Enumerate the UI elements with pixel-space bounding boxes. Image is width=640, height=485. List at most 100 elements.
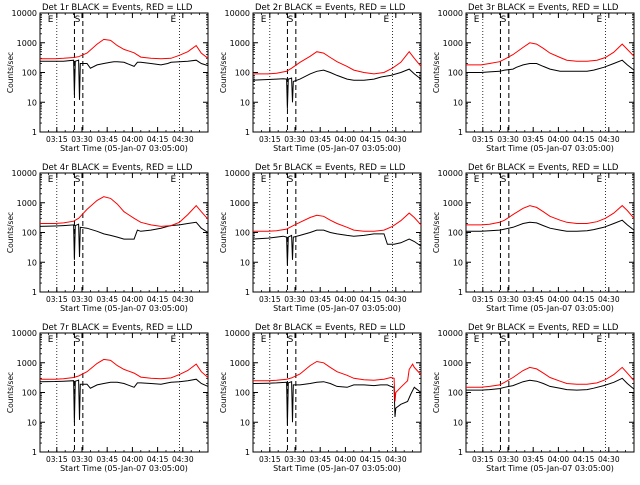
y-tick-label: 10	[453, 258, 463, 267]
marker-e-label: E	[170, 15, 176, 25]
marker-e-label: E	[596, 175, 602, 185]
panel-title: Det 7r BLACK = Events, RED = LLD	[42, 323, 193, 333]
series-events-line	[252, 68, 422, 109]
marker-e-label: E	[596, 335, 602, 345]
x-tick-label: 04:30	[385, 455, 407, 464]
y-tick-label: 1000	[230, 39, 250, 48]
plot-frame	[39, 332, 209, 453]
x-tick-label: 04:30	[172, 135, 194, 144]
series-events-line	[39, 378, 209, 423]
x-tick-label: 04:15	[147, 135, 169, 144]
x-tick-label: 04:00	[122, 295, 144, 304]
marker-s-label: S	[501, 335, 507, 345]
y-tick-label: 1000	[443, 359, 463, 368]
panel-title: Det 2r BLACK = Events, RED = LLD	[255, 3, 406, 13]
x-tick-label: 04:15	[360, 455, 382, 464]
series-lld-line	[40, 196, 209, 227]
y-axis-label: Counts/sec	[219, 212, 228, 253]
y-tick-label: 1000	[230, 359, 250, 368]
marker-s-label: S	[288, 175, 294, 185]
panel-det-4: 1 10 100 1000 10000 03:15 03:30 03:45 04:00 04:15…	[6, 163, 209, 313]
series-lld-line	[40, 38, 209, 60]
x-axis-label: Start Time (05-Jan-07 03:05:00)	[273, 304, 401, 313]
x-axis-label: Start Time (05-Jan-07 03:05:00)	[486, 304, 614, 313]
panel-det-9: 1 10 100 1000 10000 03:15 03:30 03:45 04:00 04:15…	[432, 323, 635, 473]
series-lld-line	[466, 366, 635, 388]
marker-e-label: E	[474, 175, 480, 185]
series-events-line	[466, 59, 635, 73]
y-axis-label: Counts/sec	[6, 212, 15, 253]
panel-title: Det 3r BLACK = Events, RED = LLD	[468, 3, 619, 13]
series-events-line	[40, 59, 209, 100]
x-axis-label: Start Time (05-Jan-07 03:05:00)	[60, 144, 188, 153]
marker-s-label: S	[501, 175, 507, 185]
marker-e-label: E	[383, 15, 389, 25]
series-events-line	[39, 221, 209, 260]
x-tick-label: 04:30	[598, 135, 620, 144]
y-tick-label: 1	[458, 288, 463, 297]
y-tick-label: 1000	[17, 39, 37, 48]
x-tick-label: 03:30	[284, 295, 306, 304]
y-axis-label: Counts/sec	[432, 372, 441, 413]
y-tick-label: 10000	[438, 329, 463, 338]
y-tick-label: 10	[27, 98, 37, 107]
y-axis-label: Counts/sec	[6, 372, 15, 413]
y-tick-label: 1	[245, 448, 250, 457]
panel-det-7: 1 10 100 1000 10000 03:15 03:30 03:45 04:00 04:15…	[6, 323, 209, 473]
y-tick-label: 10000	[12, 329, 37, 338]
plot-frame	[252, 172, 422, 293]
y-tick-label: 100	[235, 69, 250, 78]
x-tick-label: 04:15	[360, 135, 382, 144]
panel-det-2: 1 10 100 1000 10000 03:15 03:30 03:45 04:00 04:15…	[219, 3, 422, 153]
plot-frame	[465, 172, 635, 293]
panel-det-3: 1 10 100 1000 10000 03:15 03:30 03:45 04:00 04:15…	[432, 3, 635, 153]
x-tick-label: 03:30	[497, 135, 519, 144]
y-tick-label: 100	[448, 229, 463, 238]
x-tick-label: 03:30	[71, 135, 93, 144]
series-lld-line	[40, 358, 209, 380]
y-tick-label: 10000	[225, 169, 250, 178]
x-tick-label: 04:15	[573, 455, 595, 464]
x-tick-label: 03:15	[259, 455, 281, 464]
series-lld-line	[253, 360, 422, 402]
x-tick-label: 03:45	[522, 455, 544, 464]
y-axis-label: Counts/sec	[432, 52, 441, 93]
marker-e-label: E	[261, 15, 267, 25]
y-tick-label: 1	[32, 288, 37, 297]
y-tick-label: 100	[448, 69, 463, 78]
marker-e-label: E	[170, 175, 176, 185]
x-tick-label: 03:15	[46, 295, 68, 304]
y-tick-label: 100	[22, 229, 37, 238]
panel-det-5: 1 10 100 1000 10000 03:15 03:30 03:45 04:00 04:15…	[219, 163, 422, 313]
y-tick-label: 1	[458, 128, 463, 137]
y-tick-label: 10000	[438, 169, 463, 178]
panel-title: Det 1r BLACK = Events, RED = LLD	[42, 3, 193, 13]
y-tick-label: 10	[240, 98, 250, 107]
panel-det-1: 1 10 100 1000 10000 03:15 03:30 03:45 04:00 04:15…	[6, 3, 209, 153]
y-tick-label: 1	[32, 128, 37, 137]
x-tick-label: 04:30	[385, 295, 407, 304]
x-tick-label: 04:15	[360, 295, 382, 304]
y-tick-label: 10	[240, 418, 250, 427]
y-tick-label: 10	[453, 418, 463, 427]
x-tick-label: 04:30	[172, 295, 194, 304]
y-tick-label: 1000	[443, 199, 463, 208]
y-tick-label: 1	[458, 448, 463, 457]
marker-e-label: E	[170, 335, 176, 345]
marker-s-label: S	[75, 15, 81, 25]
panel-title: Det 9r BLACK = Events, RED = LLD	[468, 323, 619, 333]
series-lld-line	[466, 42, 635, 66]
x-tick-label: 03:45	[522, 295, 544, 304]
x-tick-label: 04:00	[335, 135, 357, 144]
x-tick-label: 03:30	[497, 295, 519, 304]
series-lld-line	[253, 50, 422, 75]
marker-e-label: E	[474, 15, 480, 25]
y-tick-label: 10	[453, 98, 463, 107]
x-tick-label: 03:45	[96, 295, 118, 304]
y-tick-label: 1	[245, 288, 250, 297]
series-events-line	[252, 229, 422, 266]
y-tick-label: 1000	[230, 199, 250, 208]
x-tick-label: 03:45	[96, 135, 118, 144]
marker-e-label: E	[261, 335, 267, 345]
